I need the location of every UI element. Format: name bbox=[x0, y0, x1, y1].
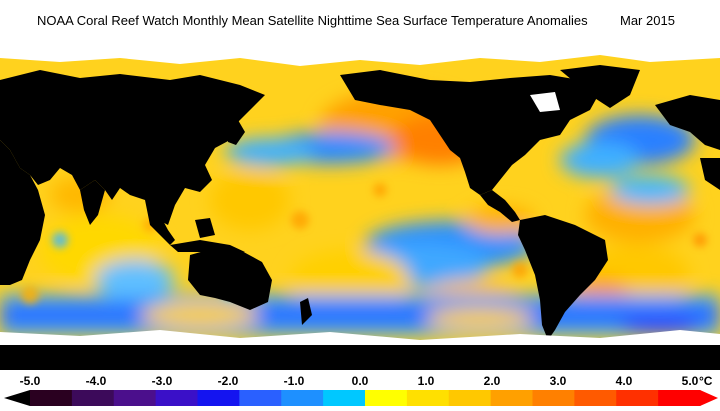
colorbar-tick-label: -2.0 bbox=[217, 374, 239, 388]
land-central-america bbox=[480, 190, 520, 222]
colorbar-swatch bbox=[574, 390, 617, 406]
colorbar-tick-label: -3.0 bbox=[151, 374, 173, 388]
colorbar-swatch bbox=[71, 390, 115, 406]
land-africa bbox=[0, 140, 45, 285]
colorbar-swatch bbox=[323, 390, 366, 406]
ice-antarctic bbox=[0, 330, 720, 345]
colorbar-swatch bbox=[448, 390, 492, 406]
land-japan bbox=[228, 120, 245, 145]
colorbar: -5.0 -4.0 -3.0 -2.0 -1.0 0.0 1.0 2.0 3.0 4.0 5.0 °… bbox=[0, 370, 720, 411]
colorbar-swatch bbox=[658, 390, 701, 406]
colorbar-swatch bbox=[197, 390, 240, 406]
title-bar: NOAA Coral Reef Watch Monthly Mean Satel… bbox=[0, 0, 720, 40]
colorbar-swatch bbox=[113, 390, 157, 406]
colorbar-tick-label: 2.0 bbox=[483, 374, 501, 388]
colorbar-tick-label: -1.0 bbox=[283, 374, 305, 388]
colorbar-tick-label: 1.0 bbox=[417, 374, 435, 388]
colorbar-arrow-high bbox=[700, 390, 718, 406]
colorbar-tick-label: 4.0 bbox=[615, 374, 633, 388]
colorbar-tick-label: 0.0 bbox=[351, 374, 369, 388]
colorbar-swatch bbox=[406, 390, 450, 406]
colorbar-unit: °C bbox=[699, 374, 713, 388]
colorbar-tick-label: -5.0 bbox=[19, 374, 41, 388]
colorbar-scale bbox=[4, 390, 718, 406]
ice-hudson bbox=[530, 92, 560, 112]
land-australia bbox=[188, 248, 272, 310]
colorbar-swatch bbox=[616, 390, 659, 406]
colorbar-swatch bbox=[30, 390, 73, 406]
ice-arctic bbox=[0, 40, 720, 66]
land-africa-east bbox=[700, 158, 720, 190]
colorbar-swatch bbox=[365, 390, 408, 406]
colorbar-arrow-low bbox=[4, 390, 30, 406]
colorbar-swatch bbox=[490, 390, 533, 406]
land-eurasia bbox=[0, 70, 265, 225]
land bbox=[0, 65, 720, 370]
land-borneo bbox=[195, 218, 215, 238]
colorbar-swatch bbox=[532, 390, 575, 406]
sst-anomaly-map bbox=[0, 40, 720, 370]
colorbar-tick-label: 3.0 bbox=[549, 374, 567, 388]
sea-ice bbox=[0, 40, 720, 345]
colorbar-tick-label: 5.0 bbox=[681, 374, 699, 388]
land-europe bbox=[655, 95, 720, 150]
map-date: Mar 2015 bbox=[620, 13, 675, 28]
map-title: NOAA Coral Reef Watch Monthly Mean Satel… bbox=[37, 13, 588, 28]
land-south-america bbox=[518, 215, 608, 340]
colorbar-tick-label: -4.0 bbox=[85, 374, 107, 388]
colorbar-swatch bbox=[239, 390, 282, 406]
land-new-zealand bbox=[300, 298, 312, 325]
land-antarctica bbox=[0, 345, 720, 370]
land-greenland bbox=[560, 65, 640, 108]
land-india bbox=[80, 180, 105, 225]
land-se-asia bbox=[145, 200, 175, 245]
colorbar-swatch bbox=[281, 390, 324, 406]
colorbar-swatch bbox=[155, 390, 198, 406]
